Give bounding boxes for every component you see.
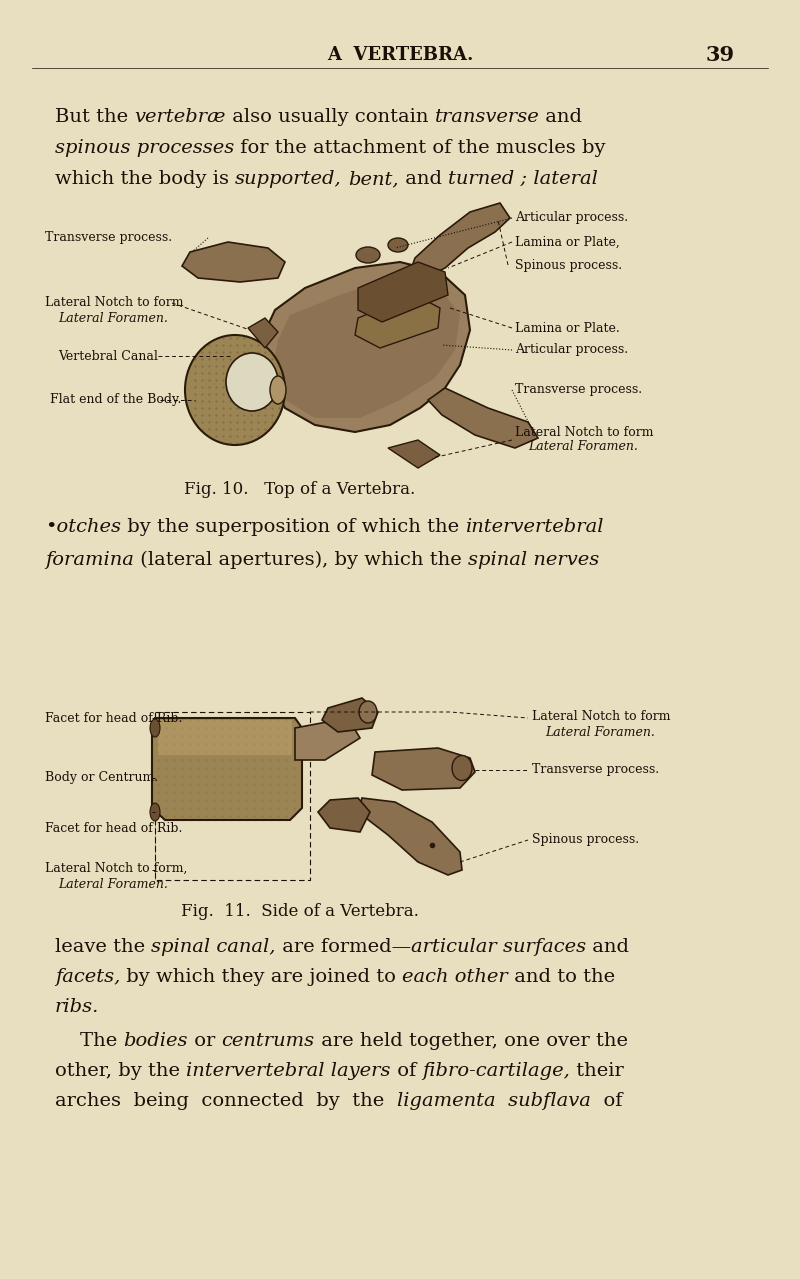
Text: Lateral Notch to form: Lateral Notch to form [515, 426, 654, 439]
Text: intervertebral: intervertebral [466, 518, 604, 536]
Text: Facet for head of Rib.: Facet for head of Rib. [45, 711, 182, 724]
Text: or: or [188, 1032, 222, 1050]
Text: facets,: facets, [55, 968, 120, 986]
Text: arches  being  connected  by  the: arches being connected by the [55, 1092, 397, 1110]
Text: Transverse process.: Transverse process. [515, 384, 642, 396]
Polygon shape [248, 318, 278, 348]
Ellipse shape [359, 701, 377, 723]
Text: ribs.: ribs. [55, 998, 99, 1016]
Polygon shape [355, 295, 440, 348]
Text: and: and [399, 170, 448, 188]
Text: Lamina or Plate,: Lamina or Plate, [515, 235, 620, 248]
Text: Vertebral Canal: Vertebral Canal [58, 349, 158, 362]
Text: turned ; lateral: turned ; lateral [448, 170, 598, 188]
Text: •otches: •otches [45, 518, 121, 536]
Text: Facet for head of Rib.: Facet for head of Rib. [45, 821, 182, 834]
Text: which the body is: which the body is [55, 170, 235, 188]
Polygon shape [322, 698, 378, 732]
Text: for the attachment of the muscles by: for the attachment of the muscles by [234, 139, 606, 157]
Text: bodies: bodies [123, 1032, 188, 1050]
Ellipse shape [185, 335, 285, 445]
Text: leave the: leave the [55, 938, 151, 955]
Text: are formed—: are formed— [276, 938, 411, 955]
Text: Lateral Foramen.: Lateral Foramen. [528, 440, 638, 454]
Text: Spinous process.: Spinous process. [532, 834, 639, 847]
Text: bent,: bent, [348, 170, 399, 188]
Text: spinous processes: spinous processes [55, 139, 234, 157]
Ellipse shape [356, 247, 380, 263]
Text: intervertebral layers: intervertebral layers [186, 1062, 390, 1079]
Text: Flat end of the Body.: Flat end of the Body. [50, 394, 182, 407]
Text: A  VERTEBRA.: A VERTEBRA. [327, 46, 473, 64]
Text: vertebræ: vertebræ [134, 107, 226, 127]
Text: Articular process.: Articular process. [515, 211, 628, 225]
Text: Lateral Notch to form: Lateral Notch to form [45, 297, 183, 310]
Text: supported,: supported, [235, 170, 342, 188]
Text: and: and [539, 107, 582, 127]
Text: Body or Centrum.: Body or Centrum. [45, 771, 158, 784]
Text: by the superposition of which the: by the superposition of which the [121, 518, 466, 536]
Text: transverse: transverse [434, 107, 539, 127]
Text: articular surfaces: articular surfaces [411, 938, 586, 955]
Polygon shape [152, 718, 302, 820]
Text: centrums: centrums [222, 1032, 314, 1050]
Text: The: The [55, 1032, 123, 1050]
Polygon shape [182, 242, 285, 281]
Text: foramina: foramina [45, 551, 134, 569]
Ellipse shape [270, 376, 286, 404]
Text: 39: 39 [706, 45, 734, 65]
Ellipse shape [150, 803, 160, 821]
Polygon shape [372, 748, 475, 790]
Text: ligamenta  subflava: ligamenta subflava [397, 1092, 590, 1110]
Text: fibro-cartilage,: fibro-cartilage, [422, 1062, 570, 1079]
Text: Lateral Foramen.: Lateral Foramen. [58, 877, 168, 890]
Ellipse shape [388, 238, 408, 252]
Text: Lamina or Plate.: Lamina or Plate. [515, 321, 620, 335]
Text: other, by the: other, by the [55, 1062, 186, 1079]
Text: of: of [590, 1092, 622, 1110]
Polygon shape [358, 798, 462, 875]
Polygon shape [428, 388, 538, 448]
Text: spinal nerves: spinal nerves [468, 551, 599, 569]
Text: Lateral Notch to form,: Lateral Notch to form, [45, 862, 187, 875]
Text: of: of [390, 1062, 422, 1079]
Text: Articular process.: Articular process. [515, 344, 628, 357]
Text: their: their [570, 1062, 624, 1079]
Text: But the: But the [55, 107, 134, 127]
Text: Spinous process.: Spinous process. [515, 258, 622, 271]
Polygon shape [295, 718, 360, 760]
Polygon shape [158, 720, 292, 755]
Text: also usually contain: also usually contain [226, 107, 434, 127]
Polygon shape [410, 203, 510, 278]
Text: by which they are joined to: by which they are joined to [120, 968, 402, 986]
Text: Fig. 10.   Top of a Vertebra.: Fig. 10. Top of a Vertebra. [184, 481, 416, 499]
Polygon shape [388, 440, 440, 468]
Text: Lateral Notch to form: Lateral Notch to form [532, 710, 670, 723]
Text: (lateral apertures), by which the: (lateral apertures), by which the [134, 551, 468, 569]
Polygon shape [262, 262, 470, 432]
Text: spinal canal,: spinal canal, [151, 938, 276, 955]
Ellipse shape [150, 719, 160, 737]
Text: and: and [586, 938, 629, 955]
Polygon shape [358, 262, 448, 322]
Polygon shape [318, 798, 370, 833]
Text: Transverse process.: Transverse process. [532, 764, 659, 776]
Text: Lateral Foramen.: Lateral Foramen. [545, 725, 655, 738]
Polygon shape [272, 275, 460, 418]
Text: Lateral Foramen.: Lateral Foramen. [58, 312, 168, 325]
Text: Fig.  11.  Side of a Vertebra.: Fig. 11. Side of a Vertebra. [181, 903, 419, 921]
Ellipse shape [452, 756, 472, 780]
Text: and to the: and to the [508, 968, 615, 986]
Text: each other: each other [402, 968, 508, 986]
Ellipse shape [226, 353, 278, 411]
Text: Transverse process.: Transverse process. [45, 231, 172, 244]
Text: are held together, one over the: are held together, one over the [314, 1032, 628, 1050]
